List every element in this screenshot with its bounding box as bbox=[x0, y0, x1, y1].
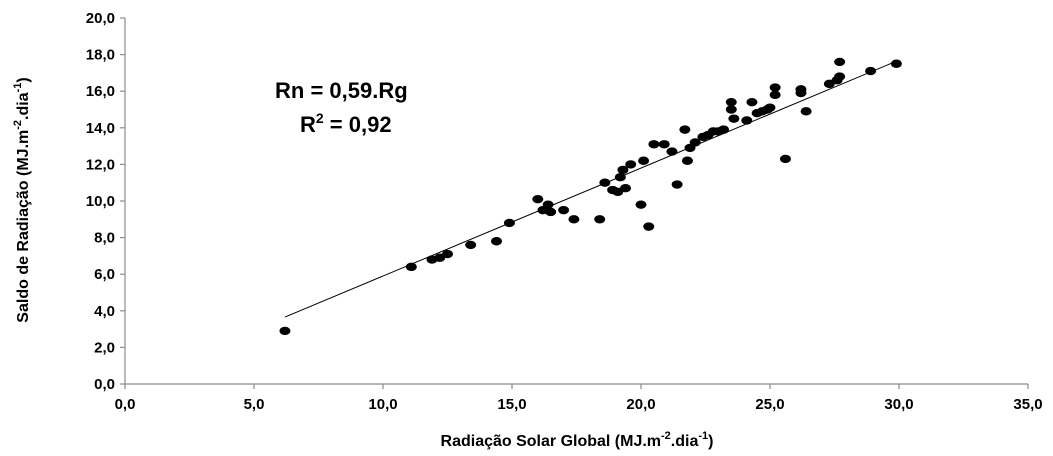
data-point bbox=[769, 90, 781, 100]
data-points bbox=[279, 57, 902, 336]
x-axis-title: Radiação Solar Global (MJ.m-2.dia-1) bbox=[441, 430, 714, 450]
y-tick-label: 4,0 bbox=[94, 303, 115, 320]
equation-annotation: Rn = 0,59.Rg bbox=[275, 78, 408, 103]
y-tick-label: 18,0 bbox=[86, 47, 115, 64]
x-tick-label: 10,0 bbox=[368, 396, 397, 413]
data-point bbox=[279, 326, 291, 336]
y-tick-label: 14,0 bbox=[86, 120, 115, 137]
y-tick-label: 10,0 bbox=[86, 193, 115, 210]
data-point bbox=[865, 66, 877, 76]
data-point bbox=[638, 156, 650, 165]
data-point bbox=[718, 125, 730, 134]
data-point bbox=[681, 156, 693, 165]
data-point bbox=[890, 59, 902, 68]
data-point bbox=[728, 114, 740, 123]
data-point bbox=[689, 138, 701, 147]
data-point bbox=[725, 105, 737, 114]
data-point bbox=[405, 262, 417, 272]
y-tick-label: 12,0 bbox=[86, 156, 115, 173]
y-tick-label: 6,0 bbox=[94, 266, 115, 283]
data-point bbox=[545, 207, 557, 217]
data-point bbox=[542, 200, 554, 209]
data-point bbox=[625, 160, 637, 169]
data-point bbox=[643, 222, 655, 231]
data-point bbox=[725, 97, 737, 107]
data-point bbox=[658, 140, 670, 149]
x-tick-label: 25,0 bbox=[755, 396, 784, 413]
data-point bbox=[491, 237, 503, 246]
data-point bbox=[594, 215, 606, 224]
data-point bbox=[568, 215, 580, 224]
x-tick-label: 30,0 bbox=[884, 396, 913, 413]
data-point bbox=[795, 85, 807, 94]
x-tick-label: 35,0 bbox=[1013, 396, 1042, 413]
data-point bbox=[800, 107, 812, 116]
data-point bbox=[635, 200, 647, 209]
data-point bbox=[746, 97, 758, 107]
x-tick-label: 5,0 bbox=[244, 396, 265, 413]
x-ticks: 0,0 5,0 10,0 15,0 20,0 25,0 30,0 35,0 bbox=[115, 384, 1043, 413]
data-point bbox=[741, 116, 753, 125]
data-point bbox=[614, 173, 626, 182]
y-tick-label: 16,0 bbox=[86, 83, 115, 100]
r2-annotation: R2 = 0,92 bbox=[300, 110, 392, 137]
y-tick-label: 20,0 bbox=[86, 10, 115, 27]
data-point bbox=[442, 249, 453, 259]
y-ticks: 0,0 2,0 4,0 6,0 8,0 10,0 12,0 14,0 16,0 18,0 20,0 bbox=[86, 10, 125, 393]
y-tick-label: 8,0 bbox=[94, 230, 115, 247]
data-point bbox=[779, 154, 791, 164]
data-point bbox=[764, 103, 776, 112]
data-point bbox=[599, 178, 611, 187]
data-point bbox=[532, 194, 544, 204]
data-point bbox=[620, 183, 632, 193]
data-point bbox=[465, 240, 477, 250]
y-tick-label: 0,0 bbox=[94, 376, 115, 393]
data-point bbox=[503, 218, 515, 228]
data-point bbox=[617, 165, 629, 175]
data-point bbox=[648, 140, 660, 149]
x-tick-label: 0,0 bbox=[115, 396, 136, 413]
x-tick-label: 15,0 bbox=[497, 396, 526, 413]
data-point bbox=[834, 72, 846, 81]
trendline bbox=[284, 61, 895, 318]
y-axis-title: Saldo de Radiação (MJ.m-2.dia-1) bbox=[12, 77, 32, 322]
data-point bbox=[558, 205, 570, 215]
x-tick-label: 20,0 bbox=[626, 396, 655, 413]
data-point bbox=[834, 57, 846, 67]
data-point bbox=[679, 125, 691, 134]
y-tick-label: 2,0 bbox=[94, 339, 115, 356]
data-point bbox=[666, 147, 678, 156]
data-point bbox=[671, 180, 683, 189]
data-point bbox=[769, 83, 781, 92]
